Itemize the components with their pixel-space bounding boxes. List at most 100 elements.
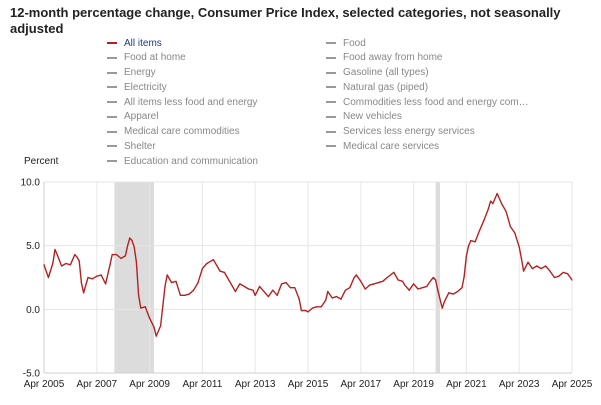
data-point: [179, 294, 181, 296]
data-point: [531, 267, 534, 270]
data-point: [479, 229, 481, 231]
data-point: [91, 278, 93, 280]
data-point: [386, 276, 388, 279]
data-point: [188, 293, 190, 295]
legend-item[interactable]: Apparel: [107, 110, 158, 124]
legend-item[interactable]: Gasoline (all types): [326, 66, 429, 80]
data-point: [397, 279, 399, 281]
legend-item[interactable]: Education and communication: [107, 154, 258, 168]
data-point: [116, 253, 118, 256]
data-point: [54, 248, 56, 251]
data-point: [417, 288, 419, 290]
data-point: [336, 296, 338, 298]
legend-label: Natural gas (piped): [343, 81, 429, 93]
data-point: [426, 285, 428, 288]
legend-item[interactable]: Shelter: [107, 139, 156, 153]
data-point: [223, 271, 225, 274]
data-point: [109, 264, 111, 266]
data-point: [140, 307, 142, 309]
data-point: [65, 262, 67, 265]
legend-item[interactable]: Food: [326, 36, 366, 50]
legend-item[interactable]: All items: [107, 36, 162, 50]
legend-label: Medical care commodities: [124, 126, 240, 137]
legend-item[interactable]: Services less energy services: [326, 125, 475, 139]
x-tick-label: Apr 2013: [235, 379, 276, 390]
y-tick-label: 5.0: [26, 241, 40, 252]
legend-label: Education and communication: [124, 155, 258, 167]
legend-item[interactable]: Medical care commodities: [107, 125, 240, 139]
legend-item[interactable]: All items less food and energy: [107, 95, 257, 109]
data-point: [408, 289, 410, 291]
data-point: [171, 281, 173, 284]
data-point: [144, 306, 146, 308]
data-point: [430, 279, 432, 281]
data-point: [527, 261, 529, 263]
data-point: [234, 290, 236, 293]
legend-swatch: [326, 101, 336, 103]
legend-swatch: [107, 130, 117, 133]
data-point: [43, 264, 45, 266]
data-point: [212, 259, 214, 261]
legend-swatch: [107, 86, 117, 89]
legend-swatch: [107, 42, 117, 44]
legend-item[interactable]: Medical care services: [326, 139, 439, 153]
y-tick-label: 0.0: [26, 305, 40, 316]
x-tick-label: Apr 2023: [499, 379, 540, 390]
data-point: [540, 267, 542, 270]
data-point: [298, 298, 300, 300]
data-point: [393, 271, 395, 274]
data-point: [404, 284, 406, 286]
legend-item[interactable]: New vehicles: [326, 110, 402, 124]
legend-label: Apparel: [124, 111, 159, 123]
x-tick-label: Apr 2017: [341, 379, 382, 390]
data-point: [61, 265, 63, 267]
legend-item[interactable]: Commodities less food and energy com…: [326, 95, 529, 109]
data-point: [320, 306, 322, 308]
legend-label: Energy: [124, 67, 156, 78]
data-point: [355, 274, 357, 276]
data-point: [129, 237, 131, 239]
data-point: [443, 301, 445, 303]
legend-item[interactable]: Food away from home: [326, 51, 443, 65]
legend-label: All items less food and energy: [124, 96, 258, 108]
data-point: [413, 283, 415, 285]
data-point: [505, 210, 507, 212]
data-point: [52, 262, 54, 265]
legend-item[interactable]: Natural gas (piped): [326, 80, 428, 94]
y-tick-label: -5.0: [23, 369, 41, 380]
x-tick-label: Apr 2011: [182, 379, 222, 390]
legend-item[interactable]: Energy: [107, 66, 156, 80]
data-point: [382, 280, 384, 282]
data-point: [289, 287, 291, 289]
data-point: [276, 294, 278, 296]
x-tick-label: Apr 2005: [24, 379, 65, 390]
data-point: [153, 326, 155, 328]
legend-item[interactable]: Electricity: [107, 80, 167, 94]
legend-swatch: [326, 56, 336, 59]
data-point: [501, 203, 503, 205]
data-point: [124, 255, 126, 257]
x-tick-label: Apr 2015: [288, 379, 329, 390]
data-point: [509, 225, 511, 228]
data-point: [562, 271, 564, 274]
legend-item[interactable]: Food at home: [107, 51, 186, 65]
data-point: [47, 276, 50, 279]
data-point: [344, 289, 346, 291]
data-point: [219, 270, 221, 272]
legend-label: Shelter: [124, 140, 156, 152]
data-point: [492, 203, 494, 205]
data-point: [307, 311, 309, 313]
data-point: [272, 289, 274, 291]
data-point: [496, 192, 498, 195]
data-point: [349, 287, 351, 289]
data-point: [78, 260, 80, 262]
data-point: [536, 265, 538, 267]
data-point: [127, 245, 129, 247]
data-point: [457, 290, 459, 293]
data-point: [135, 261, 137, 263]
legend-label: Commodities less food and energy com…: [343, 96, 529, 108]
x-tick-label: Apr 2009: [129, 379, 170, 390]
chart-title: 12-month percentage change, Consumer Pri…: [10, 5, 561, 36]
legend-swatch: [107, 160, 117, 162]
data-point: [252, 289, 254, 291]
